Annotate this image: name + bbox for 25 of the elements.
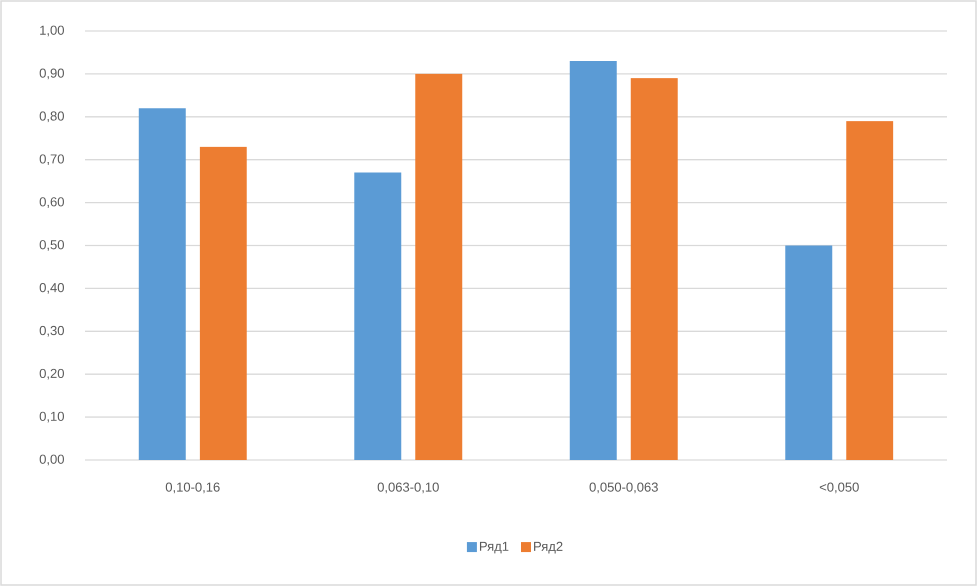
y-tick-label: 0,30 (40, 326, 64, 337)
x-tick-label: 0,063-0,10 (378, 482, 439, 494)
x-tick-label: <0,050 (820, 482, 859, 494)
legend-label: Ряд2 (534, 542, 562, 554)
y-tick-label: 0,10 (40, 412, 64, 422)
y-tick-label: 0,00 (40, 454, 64, 466)
bar (570, 61, 617, 460)
legend-label: Ряд1 (480, 542, 508, 554)
y-tick-label: 0,90 (40, 68, 64, 80)
y-tick-label: 0,50 (40, 240, 64, 251)
x-tick-label: 0,050-0,063 (590, 482, 658, 494)
bar (354, 172, 402, 460)
bar (846, 121, 894, 460)
y-tick-label: 0,70 (40, 154, 64, 166)
bar (785, 245, 832, 460)
bar (200, 146, 247, 460)
bar (415, 74, 462, 460)
y-tick-label: 0,40 (40, 283, 64, 294)
y-tick-label: 0,60 (40, 197, 64, 208)
y-tick-label: 0,20 (40, 368, 64, 380)
bar (138, 108, 186, 460)
y-tick-label: 0,80 (40, 111, 64, 122)
bar (630, 78, 678, 460)
x-tick-label: 0,10-0,16 (166, 482, 220, 494)
y-tick-label: 1,00 (40, 26, 64, 36)
